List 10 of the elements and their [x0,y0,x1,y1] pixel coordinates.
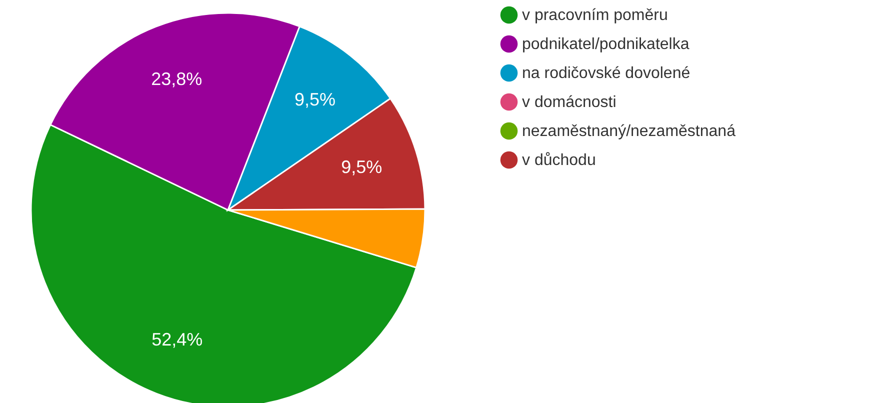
legend-label: v pracovním poměru [522,7,668,24]
data-label: 52,4% [152,329,203,350]
legend-label: na rodičovské dovolené [522,65,690,82]
data-label: 9,5% [294,89,336,110]
legend-label: v domácnosti [522,94,616,111]
data-label: 9,5% [341,157,382,178]
data-label: 23,8% [151,68,202,89]
legend-label: v důchodu [522,152,596,169]
legend-label: podnikatel/podnikatelka [522,36,690,53]
legend-label: nezaměstnaný/nezaměstnaná [522,123,736,140]
